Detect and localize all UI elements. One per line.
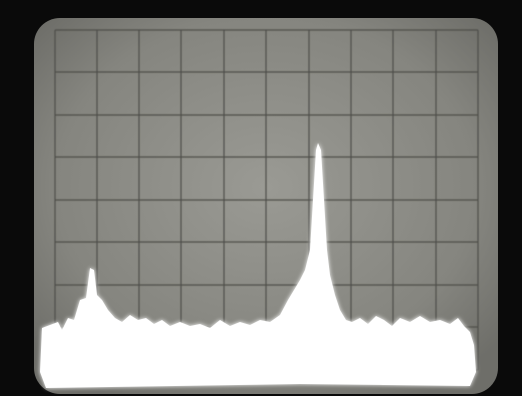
spectrum-trace xyxy=(40,143,476,388)
